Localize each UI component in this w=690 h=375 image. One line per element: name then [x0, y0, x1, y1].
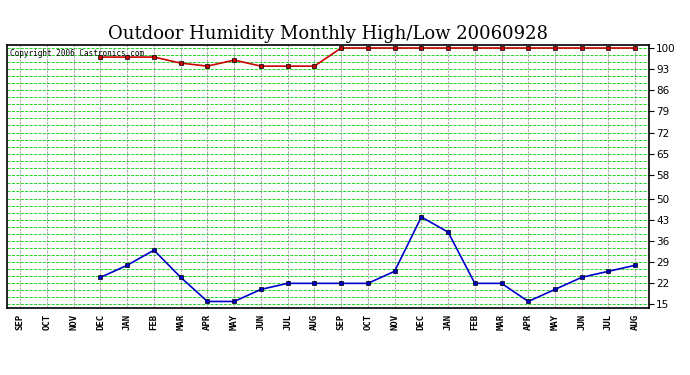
Text: Copyright 2006 Castronics.com: Copyright 2006 Castronics.com: [10, 49, 144, 58]
Title: Outdoor Humidity Monthly High/Low 20060928: Outdoor Humidity Monthly High/Low 200609…: [108, 26, 548, 44]
